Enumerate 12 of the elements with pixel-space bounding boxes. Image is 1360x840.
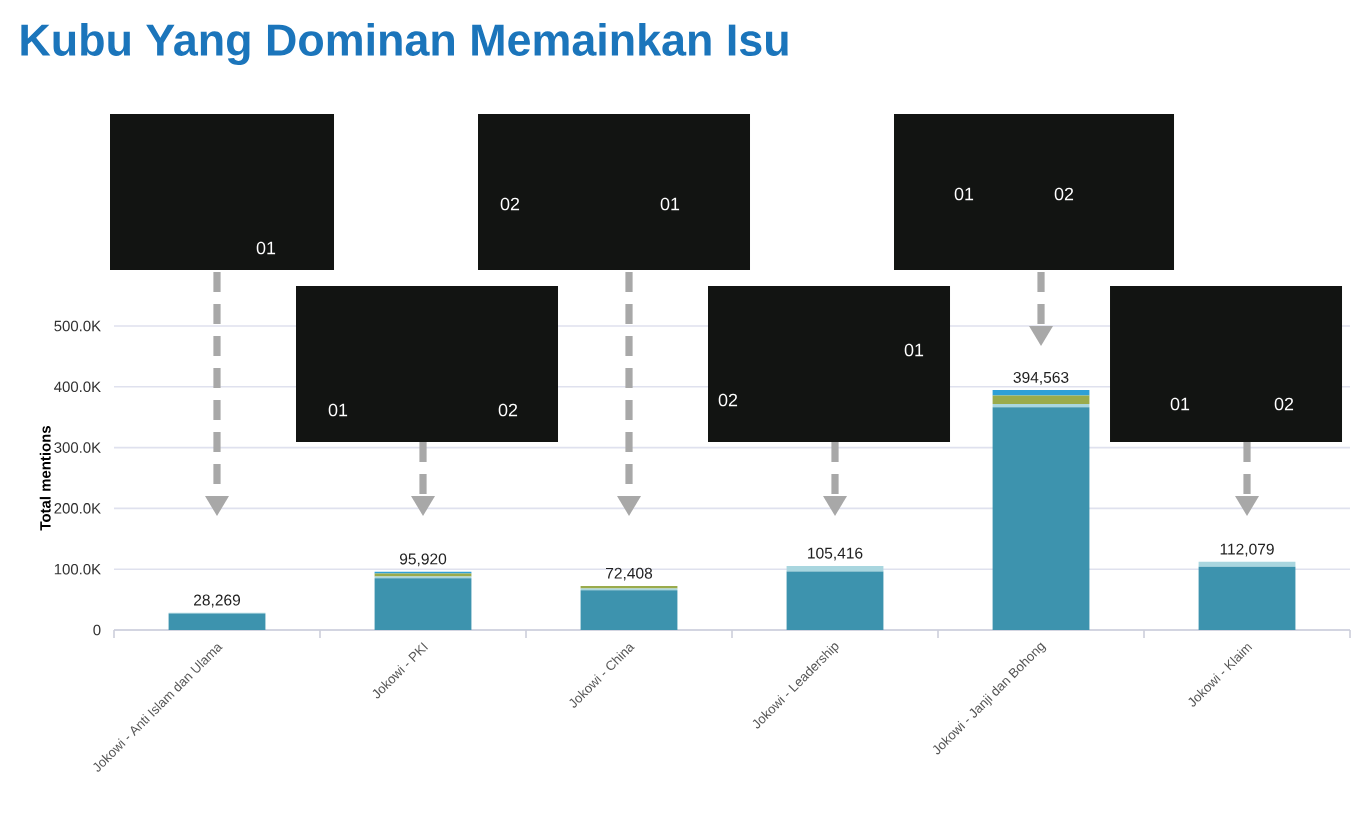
text: 01: [256, 241, 276, 255]
annotation: 01: [328, 403, 348, 417]
annotation: 02: [1274, 397, 1294, 411]
text: 01: [660, 197, 680, 211]
annotation: 02: [498, 403, 518, 417]
annotation: 01: [904, 343, 924, 357]
text: 02: [500, 197, 520, 211]
text: 01: [954, 187, 974, 201]
text: 02: [1054, 187, 1074, 201]
annotation: 02: [718, 393, 738, 407]
annotation: 01: [1170, 397, 1190, 411]
chart-title: Kubu Yang Dominan Memainkan Isu: [21, 22, 788, 65]
